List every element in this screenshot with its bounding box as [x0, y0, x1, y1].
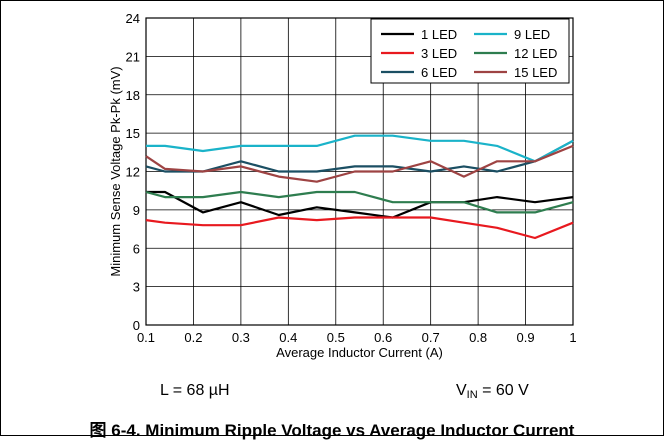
inductance-note: L = 68 µH: [160, 382, 230, 399]
x-tick-label-6: 0.7: [422, 330, 440, 345]
plot-area-border: [145, 17, 574, 326]
legend-label-15-led: 15 LED: [514, 65, 557, 80]
legend-label-9-led: 9 LED: [514, 27, 550, 42]
x-tick-label-9: 1: [569, 330, 576, 345]
legend-label-3-led: 3 LED: [421, 46, 457, 61]
y-tick-label-7: 21: [126, 49, 140, 64]
x-tick-label-1: 0.2: [184, 330, 202, 345]
series-line-3-led: [145, 216, 574, 240]
y-tick-label-1: 3: [133, 280, 140, 295]
vin-note: VIN = 60 V: [456, 382, 529, 401]
y-tick-label-8: 24: [126, 11, 140, 26]
y-tick-label-2: 6: [133, 241, 140, 256]
legend-label-6-led: 6 LED: [421, 65, 457, 80]
x-tick-label-5: 0.6: [374, 330, 392, 345]
x-tick-label-4: 0.5: [327, 330, 345, 345]
y-tick-label-6: 18: [126, 88, 140, 103]
y-tick-label-3: 9: [133, 203, 140, 218]
series-line-9-led: [146, 134, 574, 163]
vin-suffix: = 60 V: [477, 382, 529, 399]
line-chart: 0.1 0.2 0.3 0.4 0.5 0.6 0.7 0.8 0.9 1 0 3 6 9 12 15 18 21…: [108, 11, 577, 360]
legend-label-12-led: 12 LED: [514, 46, 557, 61]
x-tick-label-0: 0.1: [137, 330, 155, 345]
vin-prefix: V: [456, 382, 467, 399]
x-axis-label: Average Inductor Current (A): [276, 345, 443, 360]
series-line-6-led: [145, 139, 574, 173]
x-tick-label-3: 0.4: [279, 330, 297, 345]
series-line-15-led: [145, 144, 574, 183]
y-tick-label-4: 12: [126, 165, 140, 180]
vin-subscript: IN: [466, 389, 478, 401]
legend-label-1-led: 1 LED: [421, 27, 457, 42]
y-tick-label-5: 15: [126, 126, 140, 141]
series-line-12-led: [145, 190, 574, 214]
x-tick-label-8: 0.9: [517, 330, 535, 345]
y-axis-label: Minimum Sense Voltage Pk-Pk (mV): [108, 66, 123, 276]
x-tick-label-2: 0.3: [232, 330, 250, 345]
y-tick-label-0: 0: [133, 318, 140, 333]
series-line-1-led: [146, 190, 574, 219]
x-tick-label-7: 0.8: [469, 330, 487, 345]
figure-caption: 图 6-4. Minimum Ripple Voltage vs Average…: [89, 421, 575, 440]
